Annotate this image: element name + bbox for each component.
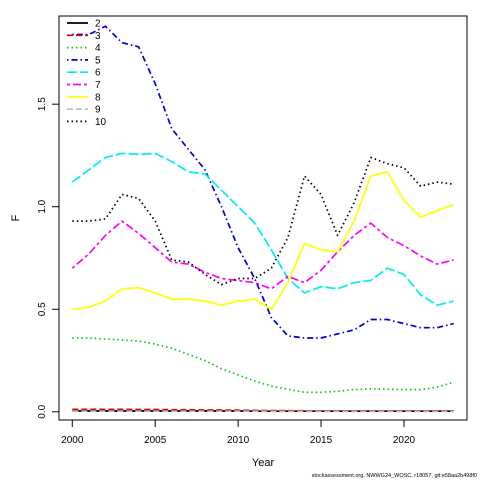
y-tick-label: 0.5: [37, 302, 48, 316]
series-line-8: [72, 171, 454, 311]
x-tick-label: 2010: [227, 435, 250, 446]
series-lines: [71, 25, 454, 413]
x-axis: 2000 2005 2010 2015 2020: [61, 419, 416, 446]
series-line-4: [72, 337, 454, 394]
y-tick-label: 1.0: [37, 199, 48, 213]
credit-text: stockassessment.org, NWWG24_WOSC, r18057…: [312, 473, 477, 479]
legend-label: 8: [95, 92, 101, 103]
x-tick-label: 2005: [144, 435, 167, 446]
series-line-6: [71, 152, 454, 307]
legend-label: 5: [95, 55, 101, 66]
plot-frame: [58, 15, 468, 421]
series-line-5: [72, 25, 454, 339]
legend-label: 2: [95, 19, 101, 30]
y-axis-title: F: [10, 214, 22, 221]
legend-label: 10: [95, 117, 107, 128]
series-line-7: [71, 220, 454, 290]
x-tick-label: 2015: [310, 435, 333, 446]
legend-label: 4: [95, 43, 101, 54]
y-tick-label: 0.0: [37, 404, 48, 418]
legend-label: 7: [95, 80, 101, 91]
x-tick-label: 2020: [393, 435, 416, 446]
legend-label: 3: [95, 31, 101, 42]
series-line-10: [72, 156, 454, 286]
x-axis-title: Year: [252, 457, 275, 469]
y-tick-label: 1.5: [37, 97, 48, 111]
legend-label: 9: [95, 105, 101, 116]
y-axis: 0.0 0.5 1.0 1.5: [37, 97, 60, 419]
legend-label: 6: [95, 68, 101, 79]
x-tick-label: 2000: [61, 435, 84, 446]
